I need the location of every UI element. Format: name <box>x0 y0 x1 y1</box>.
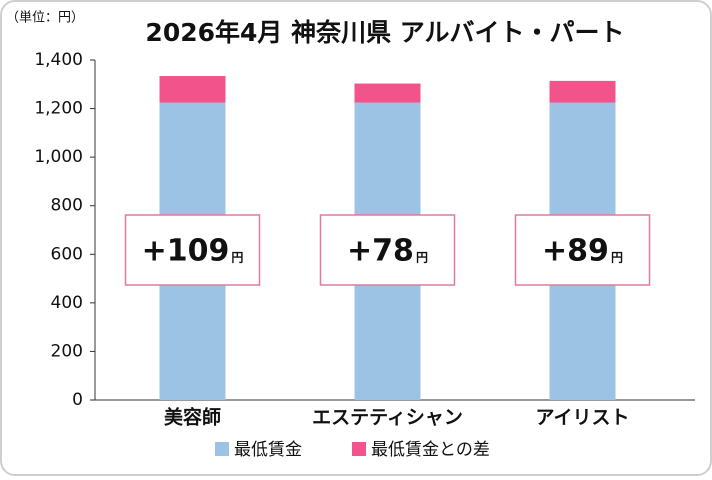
legend-label: 最低賃金との差 <box>371 440 490 460</box>
value-label: +78 <box>347 234 414 269</box>
legend-swatch <box>352 442 366 456</box>
y-tick-label: 0 <box>72 390 83 410</box>
legend-label: 最低賃金 <box>234 440 302 460</box>
y-tick-label: 1,000 <box>34 147 83 167</box>
y-tick-label: 200 <box>51 341 83 361</box>
value-label: +89 <box>542 234 609 269</box>
value-label-unit: 円 <box>611 251 623 265</box>
unit-label: （単位：円） <box>6 10 84 26</box>
value-label-unit: 円 <box>416 251 428 265</box>
annotation-box <box>514 214 651 286</box>
legend-swatch <box>215 442 229 456</box>
y-tick-label: 1,400 <box>34 50 83 70</box>
value-label: +109 <box>142 234 230 269</box>
y-tick-label: 400 <box>51 293 83 313</box>
bar-segment <box>549 80 616 103</box>
bar-segment <box>354 83 421 103</box>
chart-title: 2026年4月 神奈川県 アルバイト・パート <box>145 18 624 47</box>
annotation-box <box>124 214 261 286</box>
annotation-box <box>319 214 456 286</box>
y-tick-label: 600 <box>51 244 83 264</box>
bar-segment <box>159 76 226 103</box>
value-label-unit: 円 <box>231 251 243 265</box>
y-tick-label: 1,200 <box>34 99 83 119</box>
x-tick-label: エステティシャン <box>312 407 463 429</box>
x-tick-label: アイリスト <box>535 407 629 429</box>
y-tick-label: 800 <box>51 196 83 216</box>
x-tick-label: 美容師 <box>164 406 221 429</box>
